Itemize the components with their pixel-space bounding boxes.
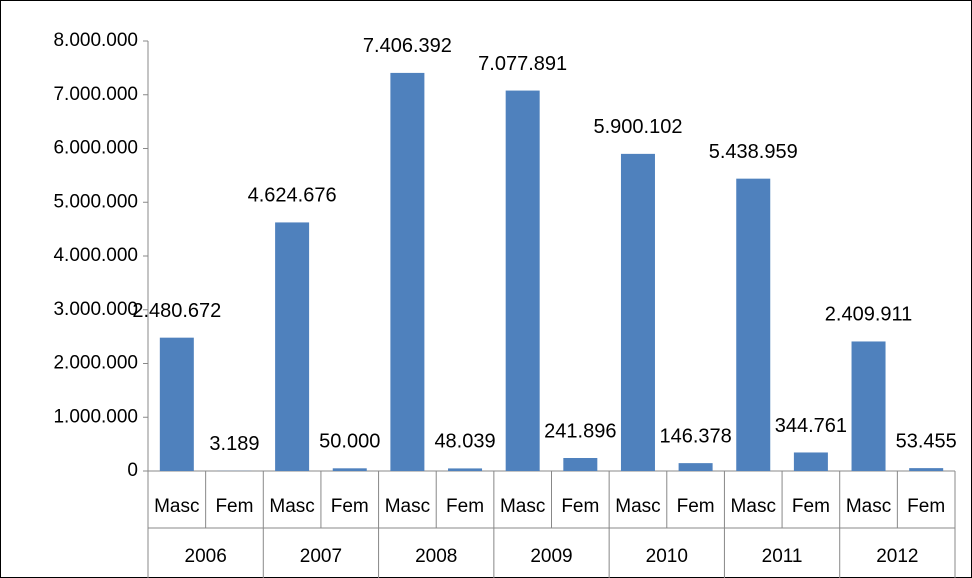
- x-tick-label: Fem: [446, 496, 484, 517]
- bar: [851, 341, 886, 471]
- x-tick-label: Masc: [731, 496, 776, 517]
- bar: [448, 468, 483, 471]
- y-tick-label: 6.000.000: [53, 138, 138, 159]
- group-label: 2012: [876, 546, 918, 567]
- data-label: 241.896: [544, 420, 616, 442]
- bar: [390, 72, 425, 471]
- x-tick-label: Fem: [561, 496, 599, 517]
- data-label: 2.480.672: [132, 300, 221, 322]
- y-tick-label: 0: [127, 460, 138, 481]
- data-label: 344.761: [775, 415, 847, 437]
- y-tick-label: 7.000.000: [53, 84, 138, 105]
- x-tick-label: Fem: [331, 496, 369, 517]
- data-label: 48.039: [434, 431, 495, 453]
- bar: [793, 452, 828, 471]
- data-label: 3.189: [209, 433, 259, 455]
- data-label: 53.455: [896, 430, 957, 452]
- y-tick-label: 8.000.000: [53, 30, 138, 51]
- bar: [563, 457, 598, 471]
- bar: [678, 463, 713, 471]
- x-tick-label: Masc: [269, 496, 314, 517]
- group-label: 2008: [415, 546, 457, 567]
- data-label: 146.378: [659, 425, 731, 447]
- x-tick-label: Masc: [615, 496, 660, 517]
- data-label: 7.077.891: [478, 53, 567, 75]
- x-tick-label: Masc: [500, 496, 545, 517]
- x-tick-label: Fem: [792, 496, 830, 517]
- data-label: 5.900.102: [593, 116, 682, 138]
- bar: [620, 153, 655, 472]
- x-tick-label: Masc: [385, 496, 430, 517]
- bar: [275, 222, 310, 471]
- group-label: 2006: [185, 546, 227, 567]
- group-label: 2009: [530, 546, 572, 567]
- y-tick-label: 2.000.000: [53, 353, 138, 374]
- x-tick-label: Fem: [907, 496, 945, 517]
- y-tick-label: 1.000.000: [53, 406, 138, 427]
- group-label: 2010: [646, 546, 688, 567]
- bar: [332, 468, 367, 471]
- y-tick-label: 5.000.000: [53, 191, 138, 212]
- data-label: 2.409.911: [825, 304, 913, 326]
- bar: [159, 337, 194, 471]
- data-label: 5.438.959: [709, 141, 798, 163]
- group-label: 2007: [300, 546, 342, 567]
- x-tick-label: Fem: [215, 496, 253, 517]
- y-tick-label: 3.000.000: [53, 299, 138, 320]
- group-label: 2011: [762, 546, 803, 567]
- bar: [505, 90, 540, 472]
- x-tick-label: Masc: [846, 496, 891, 517]
- x-tick-label: Fem: [677, 496, 715, 517]
- x-tick-label: Masc: [154, 496, 199, 517]
- y-tick-label: 4.000.000: [53, 245, 138, 266]
- bar: [736, 178, 771, 472]
- data-label: 50.000: [319, 431, 380, 453]
- data-label: 4.624.676: [248, 185, 337, 207]
- data-label: 7.406.392: [363, 35, 452, 57]
- bar: [909, 468, 944, 471]
